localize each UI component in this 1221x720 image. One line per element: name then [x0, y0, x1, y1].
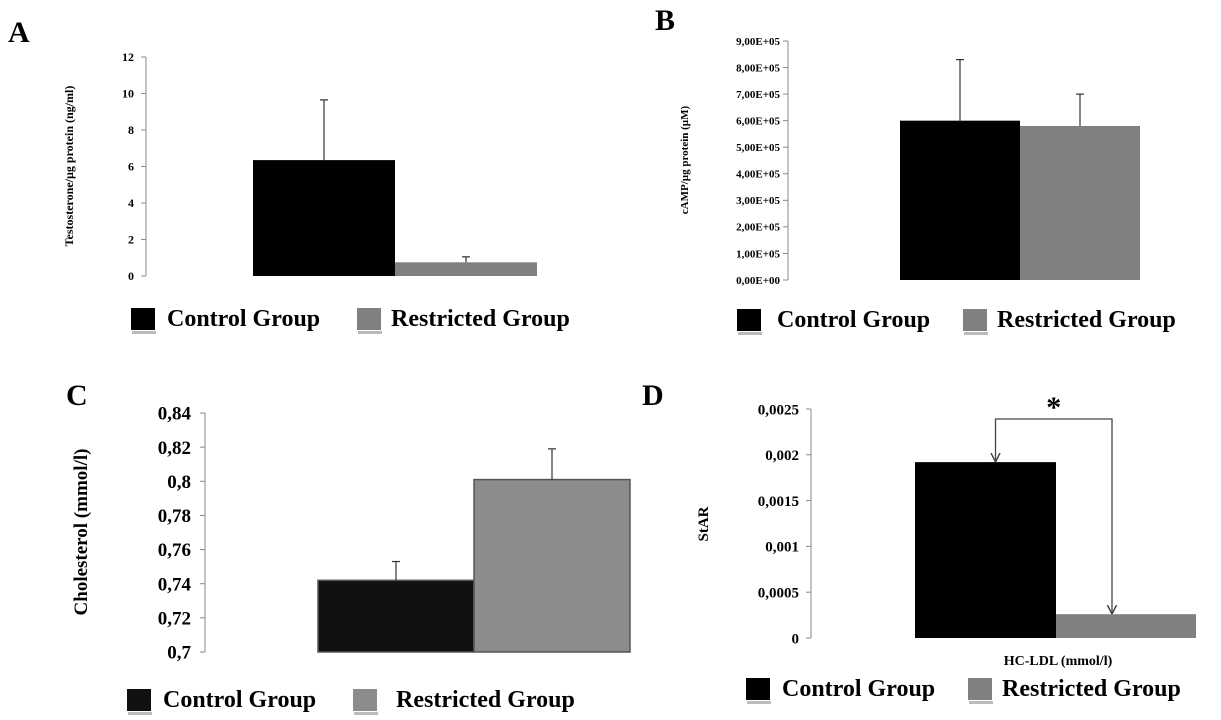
y-tick-label: 8,00E+05 [736, 62, 780, 74]
y-axis-label: StAR [696, 506, 712, 541]
legend-swatch-shadow [132, 331, 156, 334]
y-tick-label: 2 [128, 233, 134, 247]
y-tick-label: 0,0015 [758, 494, 799, 510]
y-tick-label: 9,00E+05 [736, 36, 780, 48]
y-tick-label: 0,82 [158, 438, 191, 459]
legend-swatch [357, 308, 381, 330]
legend-swatch [127, 689, 151, 711]
y-tick-label: 0 [792, 631, 800, 647]
y-tick-label: 5,00E+05 [736, 142, 780, 154]
legend-label: Control Group [782, 676, 935, 702]
y-tick-label: 6,00E+05 [736, 116, 780, 128]
y-tick-label: 7,00E+05 [736, 89, 780, 101]
legend-label: Control Group [163, 687, 316, 713]
y-tick-label: 3,00E+05 [736, 195, 780, 207]
bar-control-group [317, 579, 475, 653]
legend-swatch-shadow [747, 701, 771, 704]
legend-swatch-shadow [969, 701, 993, 704]
y-tick-label: 0,00E+00 [736, 275, 780, 287]
y-tick-label: 4,00E+05 [736, 169, 780, 181]
y-tick-label: 0,0025 [758, 402, 799, 418]
legend: Control Group Restricted Group [746, 676, 1181, 704]
panel-letter: D [642, 379, 664, 412]
legend-label: Restricted Group [997, 307, 1176, 333]
y-tick-label: 0,74 [158, 574, 192, 595]
legend-swatch-shadow [128, 712, 152, 715]
legend-swatch-shadow [358, 331, 382, 334]
y-tick-label: 0,76 [158, 540, 191, 561]
significance-bracket [996, 418, 1113, 613]
legend-swatch [131, 308, 155, 330]
y-tick-label: 8 [128, 123, 134, 137]
y-tick-label: 1,00E+05 [736, 248, 780, 260]
legend-swatch [968, 678, 992, 700]
panel-letter: B [655, 4, 675, 37]
y-tick-label: 0,001 [765, 540, 799, 556]
legend-swatch-shadow [354, 712, 378, 715]
bar-restricted-group [1020, 125, 1140, 280]
y-tick-label: 0,7 [167, 643, 191, 664]
y-tick-label: 6 [128, 160, 134, 174]
y-tick-label: 0 [128, 269, 134, 283]
legend: Control Group Restricted Group [131, 306, 570, 334]
legend-label: Control Group [167, 306, 320, 332]
legend-label: Control Group [777, 307, 930, 333]
legend-label: Restricted Group [396, 687, 575, 713]
y-tick-label: 10 [122, 87, 134, 101]
chart-panel-b: B 0,00E+00 1,00E+05 2,00E+05 3,00E+05 4,00E+0… [655, 4, 1176, 335]
chart-panel-d: D 0 0,0005 0,001 0,0015 0,002 0,0025 StAR HC-LDL… [642, 379, 1196, 704]
y-axis-label: Testosterone/µg protein (ng/ml) [62, 86, 76, 247]
legend: Control Group Restricted Group [127, 687, 575, 715]
y-axis-label: Cholesterol (mmol/l) [71, 449, 92, 616]
y-axis-label: cAMP/µg protein (µM) [679, 105, 691, 214]
bar-restricted-group [1056, 614, 1196, 638]
panel-letter: C [66, 379, 88, 412]
panel-letter: A [8, 16, 30, 49]
y-tick-label: 2,00E+05 [736, 222, 780, 234]
y-tick-label: 0,84 [158, 404, 192, 425]
legend-swatch [746, 678, 770, 700]
legend-swatch-shadow [738, 332, 762, 335]
y-tick-label: 0,002 [765, 448, 799, 464]
x-axis-label: HC-LDL (mmol/l) [1004, 654, 1113, 669]
bar-control-group [915, 462, 1056, 638]
bar-restricted-group [473, 478, 631, 653]
y-tick-label: 12 [122, 50, 134, 64]
y-tick-label: 4 [128, 196, 134, 210]
bar-restricted-group [395, 262, 537, 276]
legend-swatch-shadow [964, 332, 988, 335]
legend-swatch [737, 309, 761, 331]
legend-label: Restricted Group [1002, 676, 1181, 702]
chart-panel-c: C 0,7 0,72 0,74 0,76 0,78 0,8 0,82 0,84 Cholester… [66, 379, 631, 715]
chart-panel-a: A 0 2 4 6 8 10 12 Testosterone/µg protein (ng/ml… [8, 16, 570, 334]
legend-swatch [353, 689, 377, 711]
y-tick-label: 0,8 [167, 472, 191, 493]
legend-label: Restricted Group [391, 306, 570, 332]
legend: Control Group Restricted Group [737, 307, 1176, 335]
bar-control-group [900, 120, 1020, 281]
y-tick-label: 0,0005 [758, 585, 799, 601]
y-tick-label: 0,72 [158, 609, 191, 630]
y-tick-label: 0,78 [158, 506, 191, 527]
legend-swatch [963, 309, 987, 331]
bar-control-group [253, 160, 395, 276]
significance-marker: * [1046, 391, 1061, 424]
